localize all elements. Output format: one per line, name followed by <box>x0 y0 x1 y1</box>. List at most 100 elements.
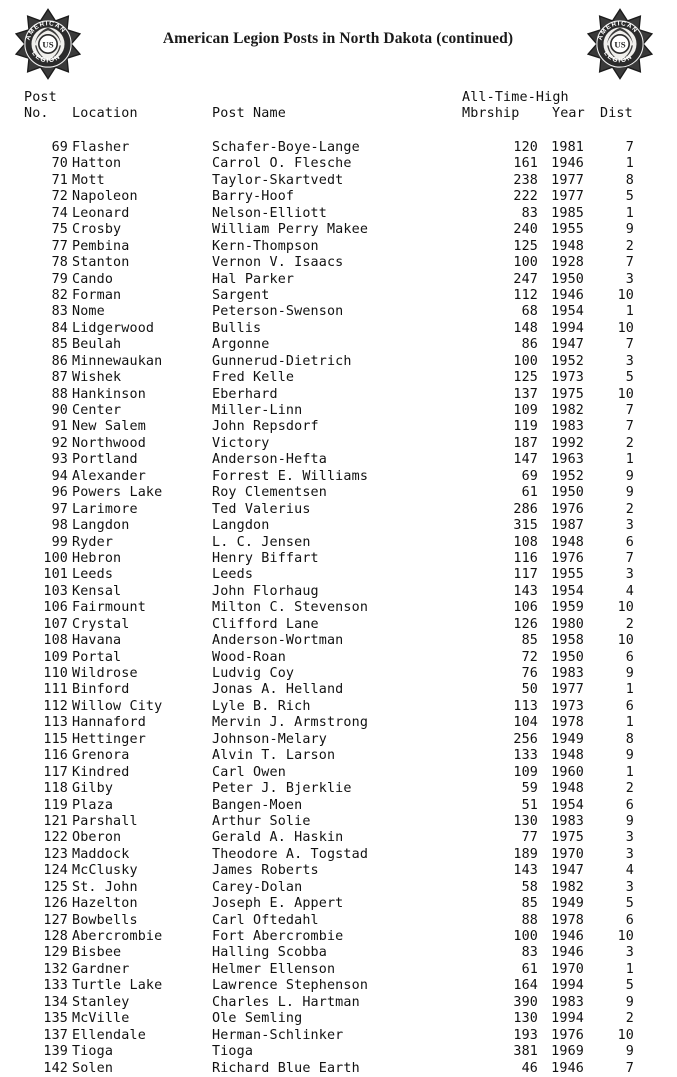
cell-mbrship: 164 <box>513 978 538 994</box>
cell-dist: 2 <box>625 238 634 254</box>
cell-location: Bowbells <box>72 912 138 928</box>
cell-year: 1983 <box>551 994 584 1010</box>
cell-post-name: Halling Scobba <box>212 945 327 961</box>
cell-post-name: Schafer-Boye-Lange <box>212 140 360 155</box>
cell-post-no: 88 <box>51 386 68 402</box>
cell-post-no: 78 <box>51 255 68 271</box>
cell-dist: 2 <box>625 616 634 632</box>
cell-post-no: 135 <box>43 1011 68 1027</box>
table-row: 109 Portal Wood-Roan 72 1950 6 <box>0 650 677 666</box>
cell-post-name: Ludvig Coy <box>212 666 295 681</box>
cell-post-no: 126 <box>43 896 68 912</box>
cell-location: Ellendale <box>72 1027 146 1043</box>
cell-dist: 3 <box>625 945 634 961</box>
cell-location: Hazelton <box>72 896 138 912</box>
cell-mbrship: 137 <box>513 386 538 402</box>
cell-mbrship: 85 <box>521 633 538 649</box>
cell-mbrship: 100 <box>513 255 538 271</box>
cell-location: St. John <box>72 879 138 895</box>
cell-location: Wildrose <box>72 666 138 681</box>
cell-location: Stanley <box>72 994 130 1010</box>
cell-post-no: 93 <box>51 452 68 468</box>
cell-year: 1955 <box>551 567 584 583</box>
cell-year: 1981 <box>551 140 584 155</box>
cell-year: 1982 <box>551 879 584 895</box>
cell-mbrship: 50 <box>521 682 538 698</box>
cell-dist: 1 <box>625 156 634 172</box>
cell-post-name: Leeds <box>212 567 254 583</box>
cell-post-no: 82 <box>51 287 68 303</box>
table-row: 126 Hazelton Joseph E. Appert 85 1949 5 <box>0 896 677 912</box>
cell-post-no: 115 <box>43 731 68 747</box>
cell-post-name: Bullis <box>212 320 262 336</box>
cell-post-no: 85 <box>51 337 68 353</box>
cell-mbrship: 315 <box>513 518 538 534</box>
cell-year: 1978 <box>551 912 584 928</box>
cell-location: Lidgerwood <box>72 320 155 336</box>
cell-mbrship: 100 <box>513 929 538 944</box>
cell-year: 1983 <box>551 419 584 435</box>
cell-location: Portal <box>72 649 122 665</box>
cell-year: 1955 <box>551 222 584 238</box>
cell-mbrship: 222 <box>513 189 538 205</box>
cell-post-no: 71 <box>51 172 68 188</box>
cell-mbrship: 120 <box>513 140 538 155</box>
cell-location: Alexander <box>72 468 146 484</box>
cell-dist: 1 <box>625 715 634 731</box>
table-header-row: Post No. Location Post Name All-Time-Hig… <box>0 90 677 132</box>
cell-location: Bisbee <box>72 945 122 961</box>
cell-location: Kensal <box>72 583 122 599</box>
cell-post-name: Wood-Roan <box>212 649 286 665</box>
cell-year: 1948 <box>551 781 584 797</box>
cell-post-name: Forrest E. Williams <box>212 468 369 484</box>
cell-post-name: Carey-Dolan <box>212 879 303 895</box>
cell-post-name: Helmer Ellenson <box>212 961 336 977</box>
cell-mbrship: 68 <box>521 304 538 320</box>
table-row: 118 Gilby Peter J. Bjerklie 59 1948 2 <box>0 781 677 797</box>
cell-post-no: 72 <box>51 189 68 205</box>
cell-dist: 6 <box>625 912 634 928</box>
cell-post-no: 137 <box>43 1027 68 1043</box>
cell-post-no: 75 <box>51 222 68 238</box>
cell-post-no: 92 <box>51 435 68 451</box>
cell-post-name: Hal Parker <box>212 271 295 287</box>
cell-year: 1963 <box>551 452 584 468</box>
cell-location: Parshall <box>72 813 138 829</box>
cell-dist: 7 <box>625 255 634 271</box>
table-row: 117 Kindred Carl Owen 109 1960 1 <box>0 765 677 781</box>
cell-dist: 3 <box>625 271 634 287</box>
cell-location: Northwood <box>72 435 146 451</box>
column-header-post-name: Post Name <box>212 106 286 122</box>
table-row: 125 St. John Carey-Dolan 58 1982 3 <box>0 880 677 896</box>
cell-mbrship: 88 <box>521 912 538 928</box>
svg-text:US: US <box>42 40 53 50</box>
cell-mbrship: 119 <box>513 419 538 435</box>
cell-location: Willow City <box>72 698 163 714</box>
cell-location: Plaza <box>72 797 114 813</box>
cell-location: Portland <box>72 452 138 468</box>
table-row: 129 Bisbee Halling Scobba 83 1946 3 <box>0 945 677 961</box>
table-row: 122 Oberon Gerald A. Haskin 77 1975 3 <box>0 830 677 846</box>
cell-post-no: 139 <box>43 1044 68 1060</box>
cell-post-no: 97 <box>51 501 68 517</box>
cell-dist: 10 <box>617 600 634 616</box>
cell-dist: 10 <box>617 320 634 336</box>
cell-post-name: Tioga <box>212 1044 254 1060</box>
cell-year: 1950 <box>551 271 584 287</box>
cell-mbrship: 187 <box>513 435 538 451</box>
table-row: 98 Langdon Langdon 315 1987 3 <box>0 518 677 534</box>
cell-year: 1973 <box>551 370 584 386</box>
cell-location: Cando <box>72 271 114 287</box>
cell-post-no: 103 <box>43 583 68 599</box>
cell-year: 1960 <box>551 764 584 780</box>
cell-mbrship: 286 <box>513 501 538 517</box>
cell-mbrship: 86 <box>521 337 538 353</box>
table-row: 128 Abercrombie Fort Abercrombie 100 1946 10 <box>0 929 677 945</box>
table-row: 87 Wishek Fred Kelle 125 1973 5 <box>0 370 677 386</box>
cell-post-no: 132 <box>43 961 68 977</box>
cell-dist: 3 <box>625 567 634 583</box>
cell-mbrship: 58 <box>521 879 538 895</box>
table-row: 86 Minnewaukan Gunnerud-Dietrich 100 1952 3 <box>0 354 677 370</box>
table-row: 74 Leonard Nelson-Elliott 83 1985 1 <box>0 206 677 222</box>
cell-post-no: 113 <box>43 715 68 731</box>
